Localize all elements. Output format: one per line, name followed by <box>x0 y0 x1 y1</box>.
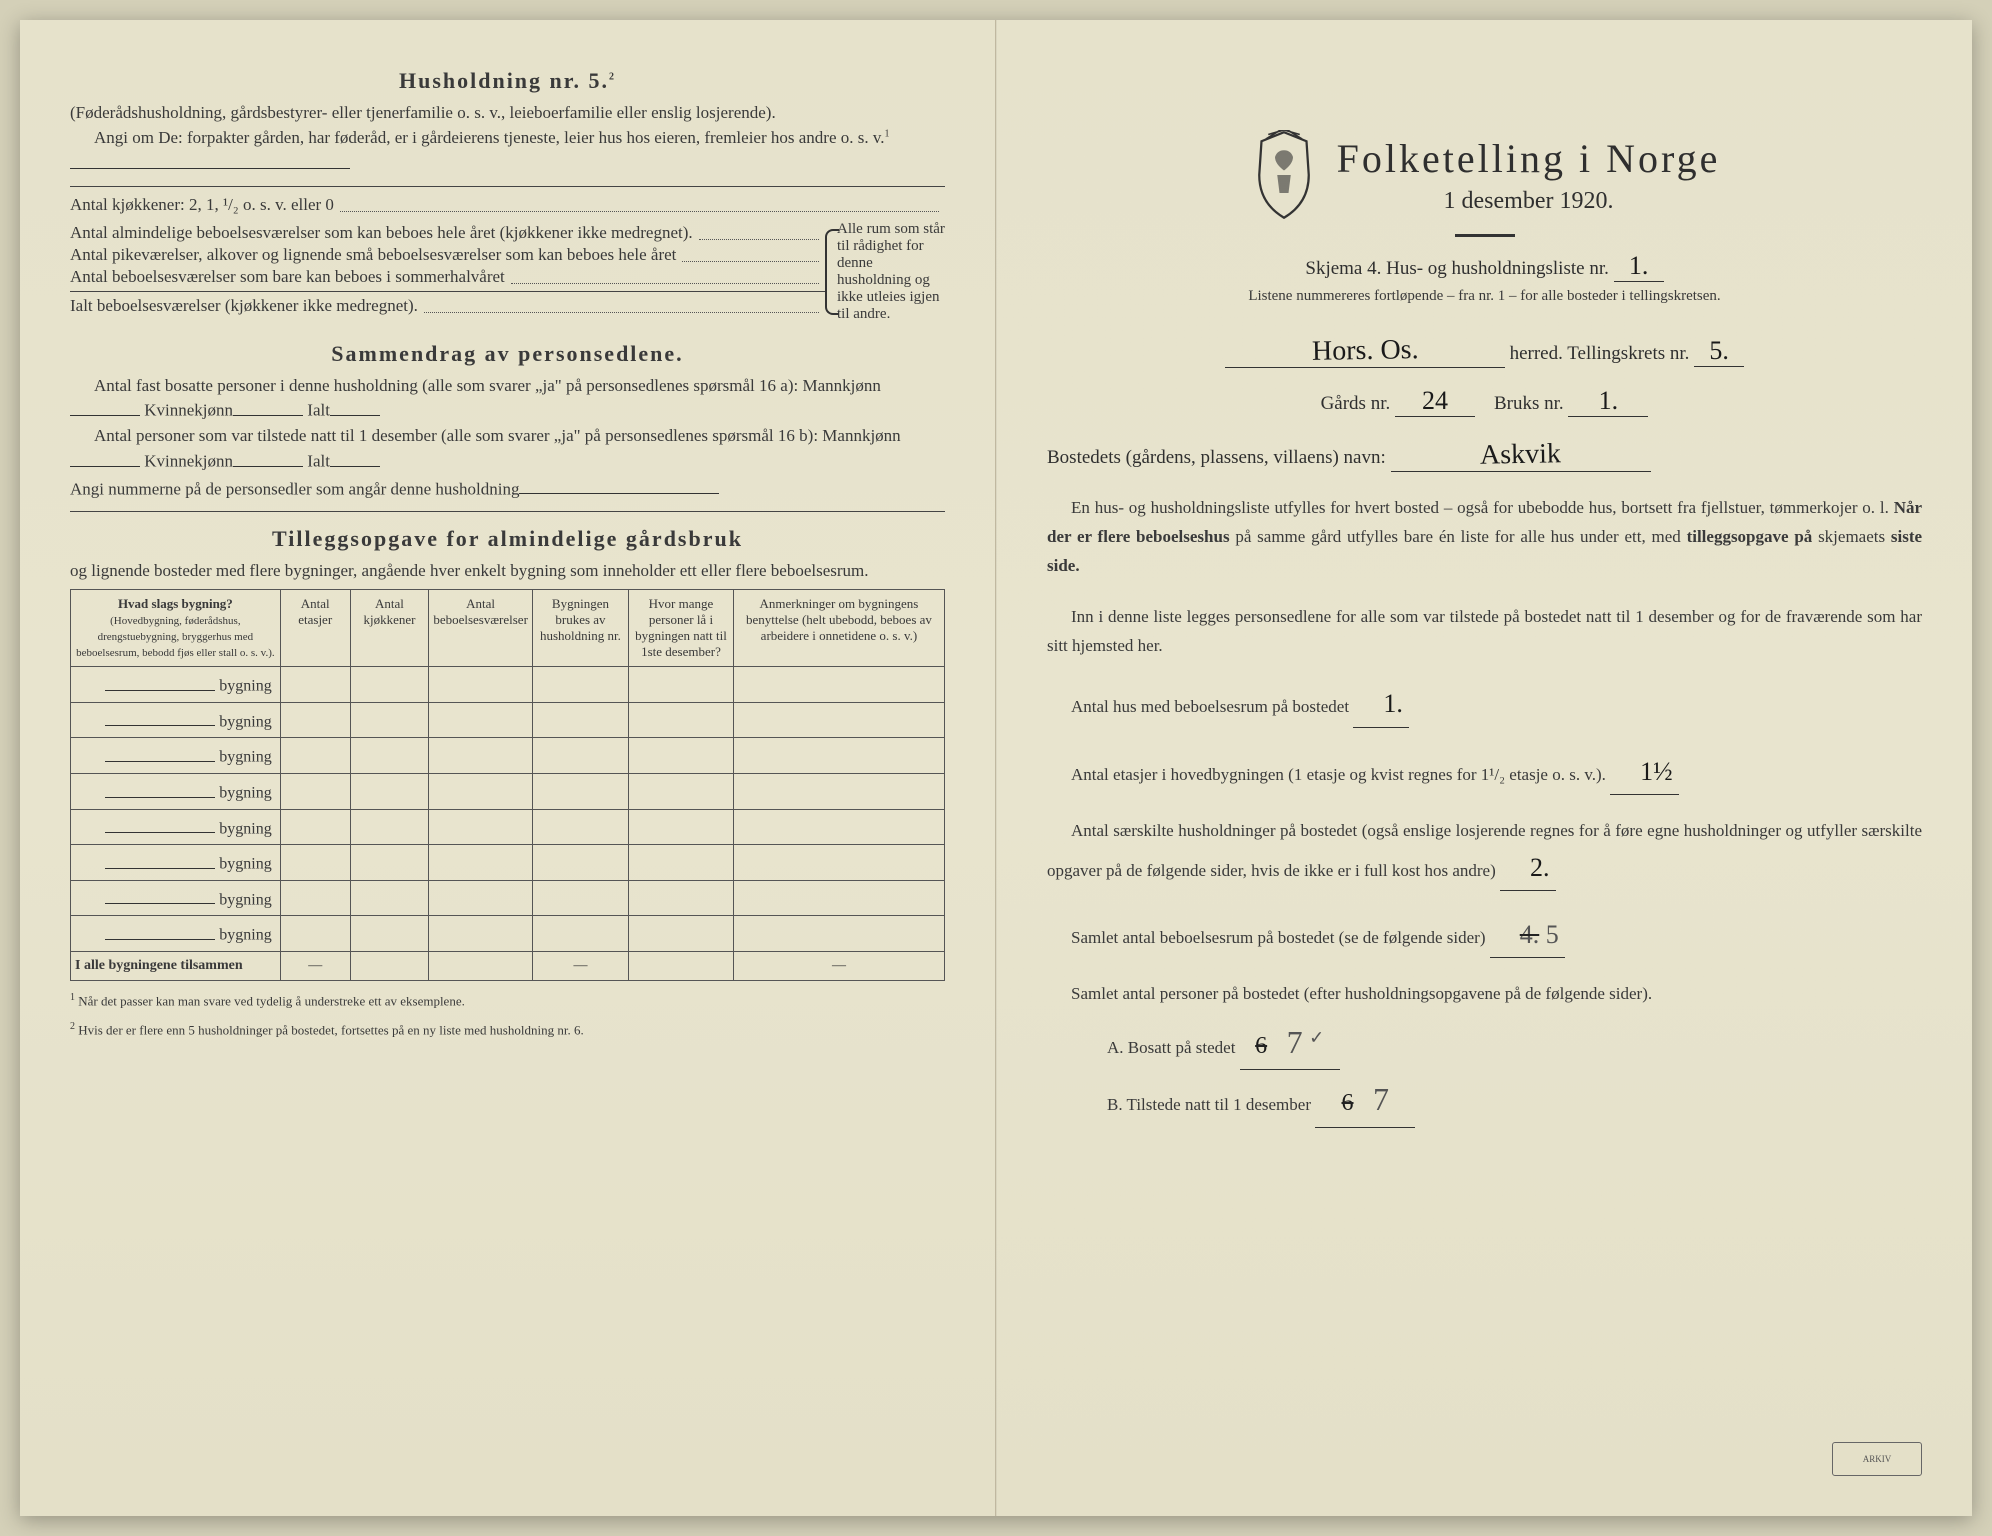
title-row: Folketelling i Norge 1 desember 1920. <box>1047 130 1922 220</box>
th-5: Bygningen brukes av husholdning nr. <box>532 590 628 667</box>
intro-1: (Føderådshusholdning, gårdsbestyrer- ell… <box>70 102 945 125</box>
th-6: Hvor mange personer lå i bygningen natt … <box>629 590 734 667</box>
left-page: Husholdning nr. 5.2 (Føderådshusholdning… <box>20 20 996 1516</box>
q-rooms: Samlet antal beboelsesrum på bostedet (s… <box>1047 913 1922 958</box>
bosted-name: Askvik <box>1480 438 1561 471</box>
rooms-r1: Antal almindelige beboelsesværelser som … <box>70 223 693 243</box>
title-divider <box>1455 234 1515 237</box>
table-row: bygning <box>71 845 945 881</box>
rooms-total: Ialt beboelsesværelser (kjøkkener ikke m… <box>70 296 418 316</box>
rooms-r3: Antal beboelsesværelser som bare kan beb… <box>70 267 505 287</box>
bruk-nr: 1. <box>1568 386 1648 417</box>
household-sup: 2 <box>609 72 616 83</box>
table-row: bygning <box>71 738 945 774</box>
q-a-value: 6 7 ✓ <box>1240 1015 1340 1070</box>
herred-hand: Hors. Os. <box>1311 334 1418 368</box>
rooms-r2: Antal pikeværelser, alkover og lignende … <box>70 245 676 265</box>
th-4: Antal beboelsesværelser <box>429 590 533 667</box>
q-houses: Antal hus med beboelsesrum på bostedet 1… <box>1047 682 1922 727</box>
th-2: Antal etasjer <box>280 590 350 667</box>
bosted-row: Bostedets (gårdens, plassens, villaens) … <box>1047 439 1922 472</box>
intro-2: Angi om De: forpakter gården, har føderå… <box>70 127 945 176</box>
para-1: En hus- og husholdningsliste utfylles fo… <box>1047 494 1922 581</box>
table-row: bygning <box>71 702 945 738</box>
document-spread: Husholdning nr. 5.2 (Føderådshusholdning… <box>20 20 1972 1516</box>
bracket-note: Alle rum som står til rådighet for denne… <box>825 221 945 323</box>
q-households-value: 2. <box>1500 846 1556 891</box>
q-houses-value: 1. <box>1353 682 1409 727</box>
archive-stamp: ARKIV <box>1832 1442 1922 1476</box>
th-1: Hvad slags bygning?(Hovedbygning, føderå… <box>71 590 281 667</box>
table-row: bygning <box>71 916 945 952</box>
th-3: Antal kjøkkener <box>350 590 429 667</box>
household-title-text: Husholdning nr. 5. <box>399 68 609 93</box>
table-row: bygning <box>71 773 945 809</box>
rule-1 <box>70 186 945 187</box>
q-households: Antal særskilte husholdninger på bostede… <box>1047 817 1922 891</box>
rooms-block: Antal almindelige beboelsesværelser som … <box>70 221 945 323</box>
table-total-label: I alle bygningene tilsammen <box>71 951 281 980</box>
q-a-row: A. Bosatt på stedet 6 7 ✓ <box>1107 1015 1922 1070</box>
subtitle-date: 1 desember 1920. <box>1337 188 1721 215</box>
tillegg-title: Tilleggsopgave for almindelige gårdsbruk <box>70 526 945 552</box>
summary-1: Antal fast bosatte personer i denne hush… <box>70 375 945 424</box>
q-b-row: B. Tilstede natt til 1 desember 6 7 <box>1107 1072 1922 1127</box>
para-2: Inn i denne liste legges personsedlene f… <box>1047 603 1922 661</box>
kitchens-label: Antal kjøkkener: 2, 1, ¹/₂ o. s. v. elle… <box>70 195 334 215</box>
krets-nr: 5. <box>1694 336 1744 367</box>
q-floors-value: 1½ <box>1610 750 1679 795</box>
q-b-value: 6 7 <box>1315 1072 1415 1127</box>
table-row: bygning <box>71 809 945 845</box>
gard-row: Gårds nr. 24 Bruks nr. 1. <box>1047 386 1922 417</box>
q-persons: Samlet antal personer på bostedet (efter… <box>1047 980 1922 1009</box>
form-nr-value: 1. <box>1614 251 1664 282</box>
th-7: Anmerkninger om bygningens benyttelse (h… <box>733 590 944 667</box>
main-title: Folketelling i Norge <box>1337 135 1721 182</box>
q-floors: Antal etasjer i hovedbygningen (1 etasje… <box>1047 750 1922 795</box>
q-rooms-value: 4. 5 <box>1490 913 1565 958</box>
table-row: bygning <box>71 667 945 703</box>
tillegg-sub: og lignende bosteder med flere bygninger… <box>70 560 945 583</box>
coat-of-arms-icon <box>1249 130 1319 220</box>
table-row: bygning <box>71 880 945 916</box>
summary-title: Sammendrag av personsedlene. <box>70 341 945 367</box>
kitchens-row: Antal kjøkkener: 2, 1, ¹/₂ o. s. v. elle… <box>70 195 945 215</box>
gard-nr: 24 <box>1395 386 1475 417</box>
summary-2: Antal personer som var tilstede natt til… <box>70 425 945 474</box>
list-note: Listene nummereres fortløpende – fra nr.… <box>1047 288 1922 305</box>
form-number-line: Skjema 4. Hus- og husholdningsliste nr. … <box>1047 251 1922 282</box>
rule-2 <box>70 511 945 512</box>
household-title: Husholdning nr. 5.2 <box>70 68 945 94</box>
building-table: Hvad slags bygning?(Hovedbygning, føderå… <box>70 589 945 981</box>
footnote-1: 1 Når det passer kan man svare ved tydel… <box>70 991 945 1010</box>
summary-3: Angi nummerne på de personsedler som ang… <box>70 476 945 502</box>
herred-row: Hors. Os. herred. Tellingskrets nr. 5. <box>1047 335 1922 368</box>
right-page: Folketelling i Norge 1 desember 1920. Sk… <box>996 20 1972 1516</box>
footnote-2: 2 Hvis der er flere enn 5 husholdninger … <box>70 1020 945 1039</box>
